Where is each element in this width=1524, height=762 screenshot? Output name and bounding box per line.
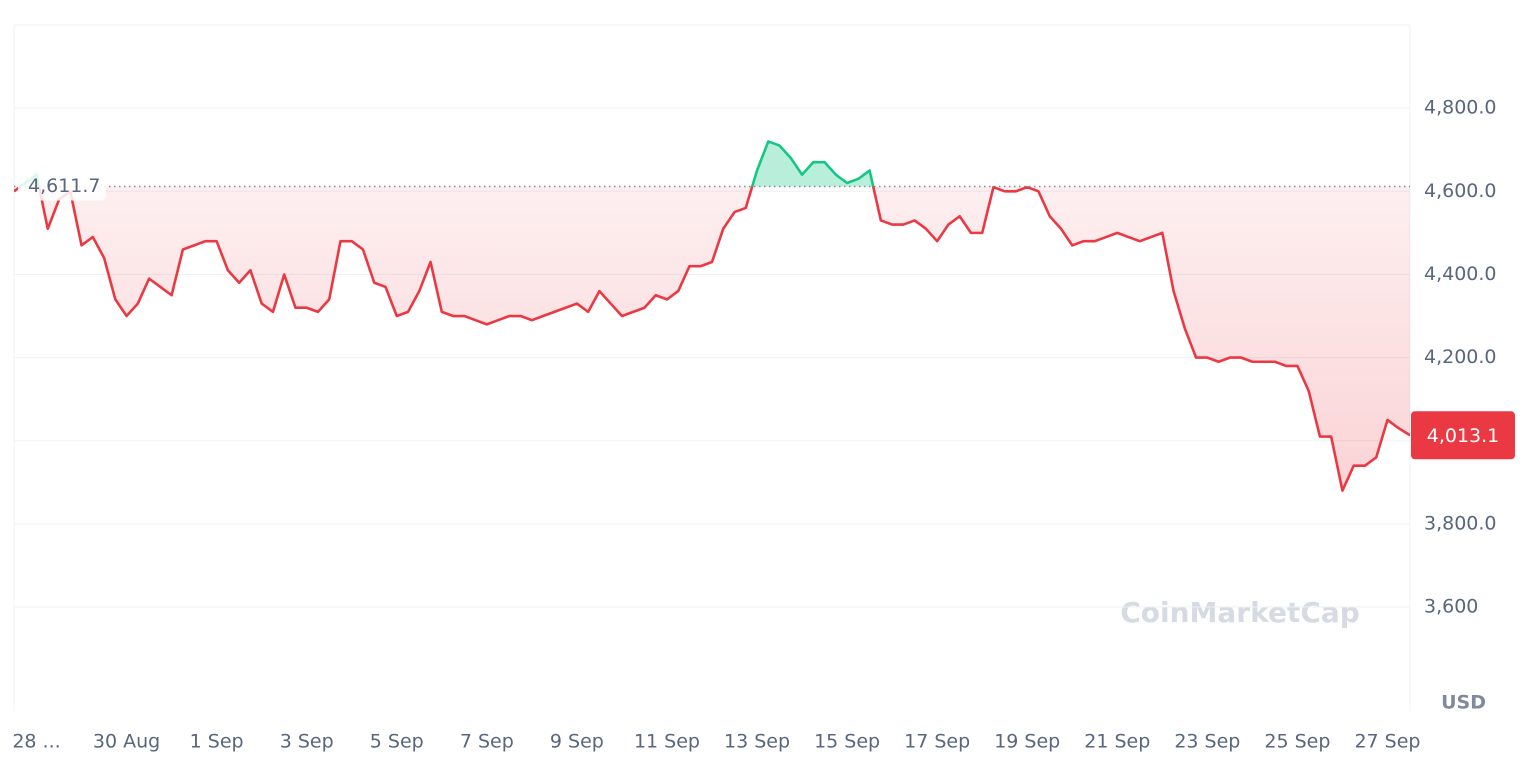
- y-tick-label: 4,200.0: [1424, 346, 1497, 368]
- x-tick-label: 30 Aug: [93, 731, 160, 753]
- x-tick-label: 13 Sep: [724, 731, 790, 753]
- y-unit: USD: [1441, 692, 1486, 714]
- price-label: 4,013.1: [1427, 425, 1500, 447]
- x-tick-label: 5 Sep: [370, 731, 424, 753]
- x-tick-label: 28 ...: [12, 731, 60, 753]
- x-tick-label: 23 Sep: [1174, 731, 1240, 753]
- y-tick-label: 4,800.0: [1424, 97, 1497, 119]
- y-tick-label: 4,600.0: [1424, 180, 1497, 202]
- x-tick-label: 1 Sep: [190, 731, 244, 753]
- reference-label-box: [18, 172, 106, 201]
- y-tick-label: 3,800.0: [1424, 512, 1497, 534]
- x-tick-label: 17 Sep: [904, 731, 970, 753]
- price-line-below: [14, 186, 1410, 492]
- x-tick-label: 9 Sep: [550, 731, 604, 753]
- price-label-box: [1411, 411, 1515, 460]
- y-tick-label: 3,600: [1424, 596, 1478, 618]
- area-above: [20, 141, 874, 187]
- x-tick-label: 25 Sep: [1264, 731, 1330, 753]
- x-tick-label: 15 Sep: [814, 731, 880, 753]
- x-tick-label: 3 Sep: [280, 731, 334, 753]
- x-tick-label: 7 Sep: [460, 731, 514, 753]
- x-tick-label: 21 Sep: [1084, 731, 1150, 753]
- x-tick-label: 27 Sep: [1354, 731, 1420, 753]
- y-tick-label: 4,400.0: [1424, 263, 1497, 285]
- x-tick-label: 19 Sep: [994, 731, 1060, 753]
- watermark: CoinMarketCap: [1120, 596, 1360, 629]
- reference-label: 4,611.7: [28, 175, 101, 197]
- area-below: [14, 186, 1410, 491]
- x-tick-label: 11 Sep: [634, 731, 700, 753]
